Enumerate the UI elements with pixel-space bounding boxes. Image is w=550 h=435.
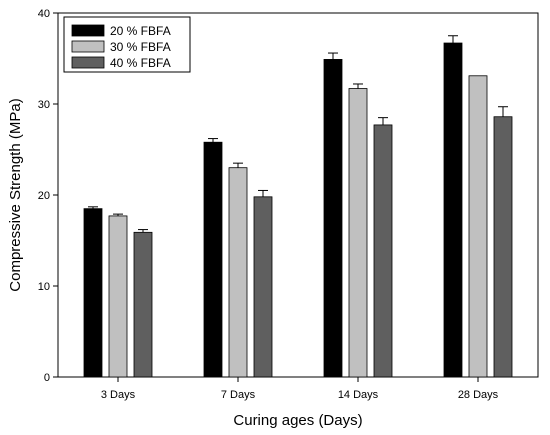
legend: 20 % FBFA 30 % FBFA 40 % FBFA xyxy=(63,16,191,73)
y-ticks: 0 10 20 30 40 xyxy=(38,8,58,384)
x-tick-label: 14 Days xyxy=(338,389,379,401)
bar xyxy=(133,231,153,378)
bar xyxy=(108,215,128,378)
bar xyxy=(348,88,368,378)
x-tick-label: 28 Days xyxy=(458,389,499,401)
bar xyxy=(228,167,248,378)
x-ticks: 3 Days 7 Days 14 Days 28 Days xyxy=(101,377,499,401)
legend-label-20-fbfa: 20 % FBFA xyxy=(110,24,171,38)
y-tick-label: 20 xyxy=(38,190,50,202)
legend-label-40-fbfa: 40 % FBFA xyxy=(110,56,171,70)
legend-swatch-30-fbfa xyxy=(71,40,105,53)
y-tick-label: 30 xyxy=(38,99,50,111)
y-tick-label: 40 xyxy=(38,8,50,20)
bar xyxy=(83,208,103,378)
bar xyxy=(323,59,343,378)
legend-label-30-fbfa: 30 % FBFA xyxy=(110,40,171,54)
bar xyxy=(203,141,223,378)
bar xyxy=(493,116,513,378)
legend-swatch-40-fbfa xyxy=(71,56,105,69)
y-tick-label: 10 xyxy=(38,281,50,293)
x-tick-label: 7 Days xyxy=(221,389,256,401)
bars xyxy=(83,35,513,378)
bar xyxy=(468,75,488,378)
x-tick-label: 3 Days xyxy=(101,389,136,401)
y-tick-label: 0 xyxy=(44,372,50,384)
y-axis-title: Compressive Strength (MPa) xyxy=(7,98,24,291)
bar xyxy=(443,42,463,378)
bar xyxy=(373,124,393,378)
legend-swatch-20-fbfa xyxy=(71,24,105,37)
x-axis-title: Curing ages (Days) xyxy=(233,412,362,429)
bar xyxy=(253,196,273,378)
